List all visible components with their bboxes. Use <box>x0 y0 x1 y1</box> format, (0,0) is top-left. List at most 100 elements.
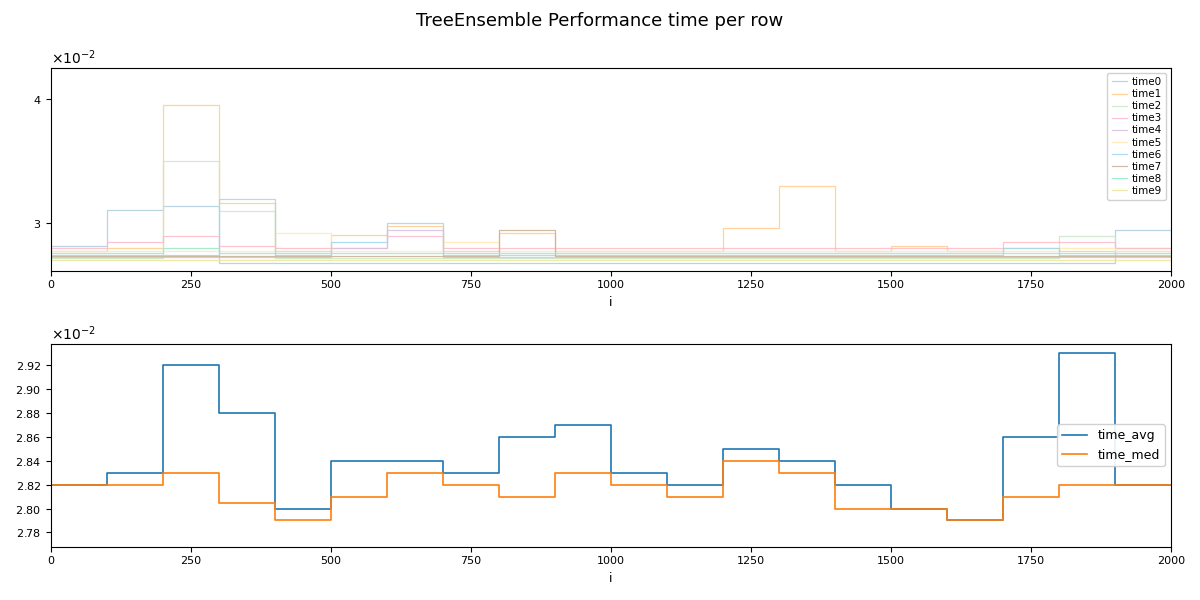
time9 <box>715 256 730 263</box>
time4 <box>379 245 394 252</box>
time8 <box>883 250 898 257</box>
time2 <box>828 254 842 262</box>
time_avg <box>883 481 898 488</box>
time2 <box>436 254 450 262</box>
time5 <box>940 247 954 254</box>
time0 <box>660 260 674 267</box>
time7 <box>156 252 170 259</box>
time5 <box>940 247 954 254</box>
time0 <box>156 202 170 209</box>
Line: time3: time3 <box>50 236 1171 248</box>
time0 <box>604 260 618 267</box>
time1 <box>828 182 842 190</box>
time_med <box>883 505 898 512</box>
time9 <box>1164 256 1178 263</box>
time3 <box>379 245 394 252</box>
time7 <box>268 252 282 259</box>
time_avg <box>772 457 786 464</box>
time0 <box>43 242 58 250</box>
time3 <box>1164 245 1178 252</box>
time_med <box>1108 481 1122 488</box>
time9 <box>715 256 730 263</box>
time3 <box>883 245 898 252</box>
time7 <box>772 252 786 259</box>
time4 <box>1108 253 1122 260</box>
time0 <box>268 260 282 267</box>
time6 <box>211 251 226 258</box>
time_med <box>1108 481 1122 488</box>
time1 <box>828 247 842 254</box>
time0 <box>268 260 282 267</box>
time9 <box>1108 256 1122 263</box>
time5 <box>268 247 282 254</box>
time7 <box>547 252 562 259</box>
time6 <box>883 251 898 258</box>
time1 <box>940 242 954 250</box>
time9 <box>211 256 226 263</box>
time1 <box>660 247 674 254</box>
time9 <box>772 256 786 263</box>
time1 <box>547 230 562 237</box>
time5 <box>43 247 58 254</box>
time9 <box>436 256 450 263</box>
time9 <box>1051 256 1066 263</box>
time_avg <box>436 457 450 464</box>
time4 <box>828 253 842 260</box>
time0 <box>715 260 730 267</box>
time2 <box>715 254 730 262</box>
time0 <box>1108 226 1122 233</box>
time6 <box>996 251 1010 258</box>
time3 <box>1108 238 1122 245</box>
Line: time5: time5 <box>50 233 1171 251</box>
time_avg <box>604 469 618 476</box>
time1 <box>996 247 1010 254</box>
time9 <box>324 256 338 263</box>
time9 <box>996 256 1010 263</box>
time0 <box>883 260 898 267</box>
time_avg <box>324 457 338 464</box>
time_avg <box>996 517 1010 524</box>
time7 <box>660 252 674 259</box>
time7 <box>604 252 618 259</box>
time2 <box>604 254 618 262</box>
time_avg <box>492 469 506 476</box>
time8 <box>492 250 506 257</box>
time5 <box>436 238 450 245</box>
Line: time1: time1 <box>50 105 1171 251</box>
time_med <box>492 493 506 500</box>
time_avg <box>715 445 730 452</box>
time_avg <box>492 433 506 440</box>
time3 <box>660 245 674 252</box>
time6 <box>828 251 842 258</box>
time4 <box>211 253 226 260</box>
time7 <box>1108 252 1122 259</box>
time9 <box>43 256 58 263</box>
time8 <box>828 250 842 257</box>
time4 <box>940 253 954 260</box>
time4 <box>604 253 618 260</box>
time5 <box>828 247 842 254</box>
time8 <box>547 250 562 257</box>
time2 <box>996 254 1010 262</box>
time_avg <box>940 517 954 524</box>
time6 <box>772 251 786 258</box>
time4 <box>436 253 450 260</box>
time7 <box>43 252 58 259</box>
time_med <box>211 469 226 476</box>
time0 <box>715 260 730 267</box>
time8 <box>156 250 170 257</box>
time_med <box>379 469 394 476</box>
time9 <box>604 256 618 263</box>
time1 <box>156 101 170 109</box>
time3 <box>43 245 58 252</box>
time7 <box>156 252 170 259</box>
time_avg <box>1051 350 1066 357</box>
time2 <box>604 254 618 262</box>
time5 <box>492 247 506 254</box>
time_avg <box>156 469 170 476</box>
time6 <box>1164 251 1178 258</box>
time_avg <box>379 457 394 464</box>
time4 <box>772 253 786 260</box>
time1 <box>492 230 506 237</box>
time_avg <box>828 481 842 488</box>
